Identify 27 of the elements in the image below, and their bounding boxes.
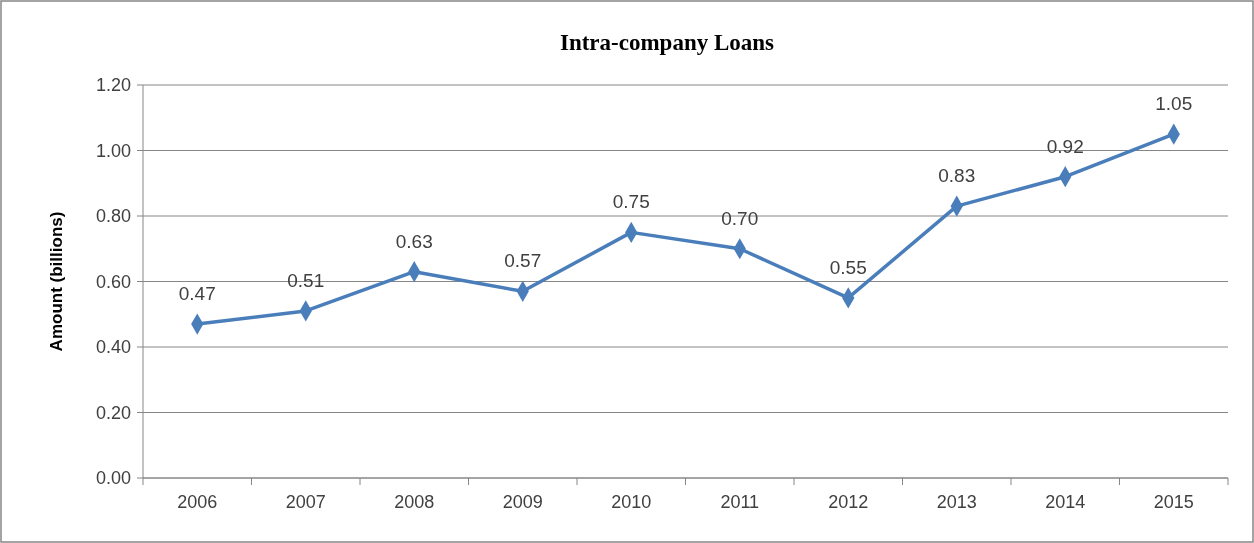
y-axis-title: Amount (billions) (47, 211, 66, 352)
x-tick-label: 2006 (177, 492, 218, 512)
chart-title: Intra-company Loans (559, 30, 775, 55)
x-tick-label: 2008 (394, 492, 435, 512)
y-tick-label: 1.00 (95, 140, 131, 161)
x-tick-label: 2007 (285, 492, 326, 512)
y-tick-label: 0.40 (95, 337, 131, 357)
data-label: 0.55 (829, 256, 867, 278)
data-label: 1.05 (1155, 93, 1193, 115)
x-tick-label: 2009 (502, 492, 543, 512)
x-tick-label: 2012 (828, 492, 869, 512)
x-tick-label: 2010 (611, 492, 652, 512)
data-label: 0.75 (612, 191, 650, 213)
x-tick-label: 2014 (1045, 492, 1086, 512)
data-label: 0.70 (721, 207, 759, 229)
y-tick-label: 1.20 (95, 75, 131, 95)
y-tick-label: 0.80 (95, 206, 131, 226)
x-tick-label: 2013 (936, 492, 977, 512)
data-label: 0.57 (504, 250, 542, 272)
data-label: 0.47 (178, 283, 216, 305)
y-tick-label: 0.60 (95, 271, 131, 292)
x-tick-label: 2011 (720, 492, 760, 512)
data-label: 0.63 (395, 230, 433, 252)
y-tick-label: 0.20 (95, 402, 131, 423)
x-tick-label: 2015 (1153, 492, 1194, 512)
y-tick-label: 0.00 (95, 468, 131, 488)
data-label: 0.83 (938, 165, 976, 187)
